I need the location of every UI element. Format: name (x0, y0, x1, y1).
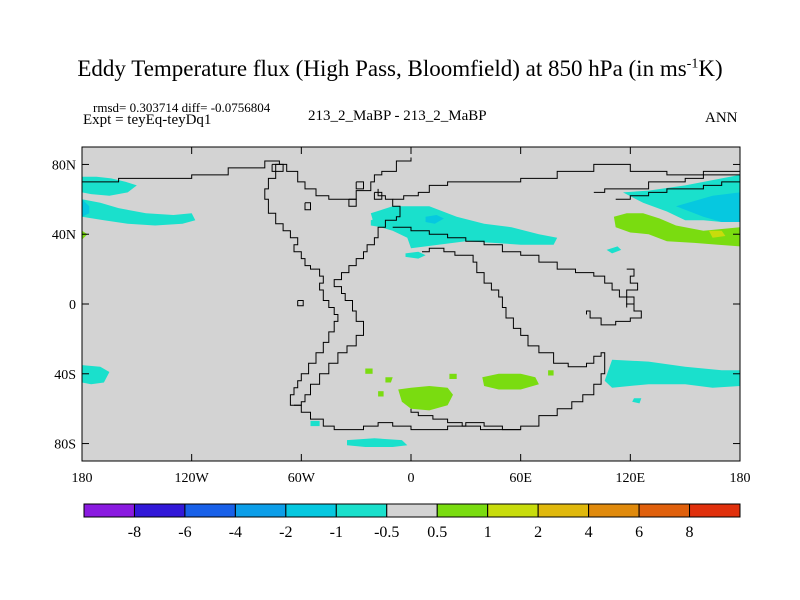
colorbar: -8 -6 -4 -2 -1 -0.5 0.5 1 2 4 6 8 (83, 503, 741, 541)
colorbar-box-6 (386, 503, 438, 518)
region-east-positive-zone (613, 213, 740, 247)
x-tick-label-3: 0 (408, 471, 415, 486)
colorbar-box-2 (184, 503, 236, 518)
colorbar-box-9 (537, 503, 590, 518)
colorbar-label-10: 6 (635, 524, 643, 541)
colorbar-label-4: -1 (330, 524, 343, 541)
coastline-east-asia-coast (593, 171, 740, 193)
region-west-edge-positive (82, 230, 88, 240)
region-south-green-dot-5 (548, 370, 554, 376)
region-east-positive-core (708, 230, 726, 238)
coastline-africa-coast (410, 247, 606, 431)
x-tick-label-0: 180 (72, 471, 93, 486)
title-main-text: Eddy Temperature flux (High Pass, Bloomf… (77, 56, 687, 81)
coastline-eurasia-coast (392, 163, 740, 200)
title-end-text: K) (698, 56, 723, 81)
y-tick-label-3: 40S (54, 368, 76, 383)
coastline-island-5 (297, 300, 304, 307)
colorbar-box-4 (285, 503, 337, 518)
x-tick-label-2: 60W (288, 471, 316, 486)
experiment-label: Expt = teyEq-teyDq1 (83, 112, 212, 128)
region-north-east-core (676, 192, 740, 222)
colorbar-box-12 (689, 503, 741, 518)
region-south-small-patch (632, 398, 642, 404)
colorbar-label-1: -6 (178, 524, 191, 541)
colorbar-label-3: -2 (279, 524, 292, 541)
region-north-atlantic-blob (370, 216, 390, 228)
season-label: ANN (705, 110, 738, 126)
region-south-green-dot-4 (449, 373, 457, 379)
region-south-ocean-band (347, 438, 408, 447)
region-south-atlantic-green-2 (482, 373, 539, 390)
colorbar-label-8: 2 (534, 524, 542, 541)
coastline-northern-coast-outline (82, 157, 412, 200)
region-north-pacific-west-band (82, 199, 196, 226)
colorbar-box-7 (436, 503, 489, 518)
coastline-antarctic-edge (294, 404, 521, 431)
region-south-green-dot-1 (365, 368, 373, 374)
colorbar-box-8 (487, 503, 539, 518)
case-label: 213_2_MaBP - 213_2_MaBP (308, 108, 487, 124)
x-tick-label-5: 120E (616, 471, 646, 486)
colorbar-box-0 (83, 503, 135, 518)
region-south-ocean-patch (310, 420, 320, 427)
region-south-pacific-west-band (82, 365, 110, 385)
y-tick-label-4: 80S (54, 438, 76, 453)
colorbar-label-6: 0.5 (427, 524, 447, 541)
x-tick-label-4: 60E (509, 471, 532, 486)
colorbar-box-1 (133, 503, 186, 518)
coastline-north-america-coast (264, 163, 401, 406)
coastline-layer (82, 157, 740, 431)
region-south-green-dot-2 (385, 377, 393, 383)
x-tick-label-1: 120W (175, 471, 210, 486)
coastline-island-1 (355, 181, 364, 190)
region-south-atlantic-green-1 (398, 386, 453, 411)
colorbar-label-7: 1 (484, 524, 492, 541)
region-north-pacific-core (82, 199, 90, 217)
colorbar-box-11 (638, 503, 691, 518)
colorbar-label-9: 4 (585, 524, 593, 541)
contour-fill-layer (82, 174, 740, 447)
region-mid-atlantic-patch (405, 251, 426, 259)
region-south-indian-band (604, 359, 740, 388)
coastline-island-2 (348, 198, 357, 207)
colorbar-box-5 (335, 503, 388, 518)
y-tick-label-0: 80N (52, 158, 76, 173)
coastline-island-4 (304, 202, 311, 211)
axis-ticks: 180 120W 60W 0 60E 120E 180 80N 40N 0 40S 80S (52, 147, 751, 486)
stats-text: rmsd= 0.303714 diff= -0.0756804 (93, 100, 271, 115)
colorbar-label-5: -0.5 (374, 524, 399, 541)
region-north-atlantic-core (425, 215, 444, 224)
coastline-east-asia-river (626, 268, 639, 308)
region-south-green-dot-3 (378, 391, 384, 397)
y-tick-label-1: 40N (52, 228, 76, 243)
colorbar-label-0: -8 (128, 524, 141, 541)
region-north-atlantic-band (370, 206, 558, 249)
coastline-eurasia-south-coast (392, 226, 642, 326)
colorbar-label-11: 8 (686, 524, 694, 541)
y-tick-label-2: 0 (69, 298, 76, 313)
colorbar-box-10 (588, 503, 640, 518)
region-east-small-patch (606, 246, 622, 254)
title-superscript: -1 (686, 56, 699, 72)
colorbar-label-2: -4 (229, 524, 242, 541)
coastline-island-6 (271, 163, 284, 172)
chart-title: Eddy Temperature flux (High Pass, Bloomf… (0, 56, 800, 82)
x-tick-label-6: 180 (730, 471, 751, 486)
coastline-island-3 (373, 191, 383, 200)
colorbar-box-3 (234, 503, 287, 518)
coastline-east-asia-inner (615, 178, 740, 200)
